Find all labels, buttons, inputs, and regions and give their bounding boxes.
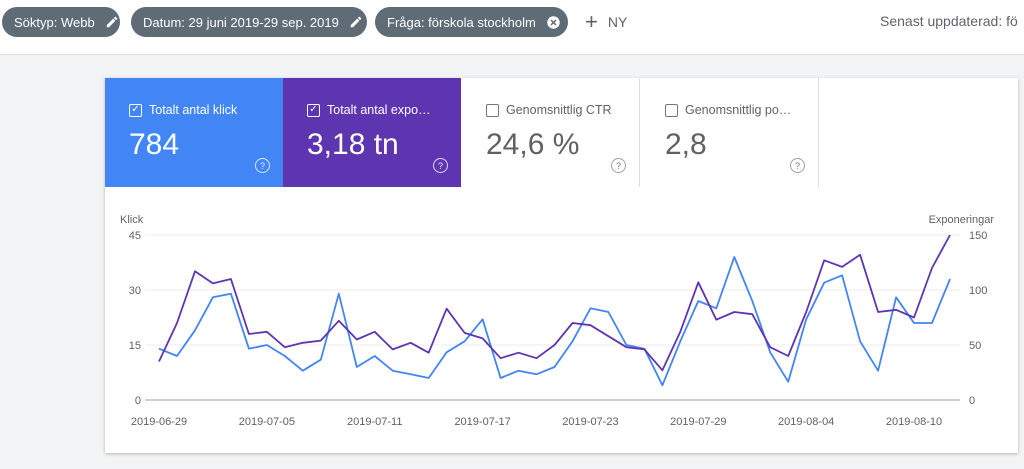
- help-icon[interactable]: ?: [255, 158, 270, 173]
- checkbox-unchecked-icon[interactable]: [486, 103, 499, 117]
- metric-label: Totalt antal expo…: [327, 103, 431, 117]
- y-right-tick-label: 150: [969, 230, 987, 242]
- x-tick-label: 2019-06-29: [131, 416, 187, 428]
- y-right-tick-label: 100: [969, 285, 987, 297]
- metric-label-row: Genomsnittlig CTR: [486, 103, 612, 117]
- metric-total-clicks[interactable]: ✓ Totalt antal klick 784 ?: [105, 78, 283, 187]
- filter-chip-label: Söktyp: Webb: [14, 14, 95, 30]
- clicks-series-line: [158, 256, 951, 387]
- metric-value: 2,8: [665, 128, 707, 161]
- checkbox-checked-icon[interactable]: ✓: [307, 103, 320, 117]
- add-filter-label: NY: [607, 14, 628, 30]
- metric-label-row: ✓ Totalt antal expo…: [307, 103, 431, 117]
- performance-chart: Klick Exponeringar 0 0 15 50 30 100 45 150 2019-…: [120, 214, 995, 428]
- metric-label-row: ✓ Totalt antal klick: [129, 103, 237, 117]
- y-right-axis-label: Exponeringar: [929, 214, 995, 226]
- close-icon[interactable]: [546, 15, 561, 30]
- performance-card: ✓ Totalt antal klick 784 ? ✓ Totalt anta…: [105, 78, 1018, 453]
- x-tick-label: 2019-08-04: [778, 416, 834, 428]
- impressions-series-line: [158, 234, 951, 372]
- help-icon[interactable]: ?: [433, 158, 448, 173]
- metric-value: 3,18 tn: [307, 128, 399, 161]
- chart-series: [158, 234, 951, 387]
- filter-chip-query[interactable]: Fråga: förskola stockholm: [375, 7, 568, 37]
- metric-average-ctr[interactable]: Genomsnittlig CTR 24,6 % ?: [462, 78, 640, 187]
- filter-chip-search-type[interactable]: Söktyp: Webb: [2, 7, 120, 37]
- chart-gridlines: [145, 234, 960, 401]
- help-icon[interactable]: ?: [611, 158, 626, 173]
- x-tick-label: 2019-07-05: [239, 416, 295, 428]
- metric-value: 784: [129, 128, 180, 161]
- plus-icon: +: [585, 9, 598, 34]
- help-icon[interactable]: ?: [790, 158, 805, 173]
- x-tick-label: 2019-07-29: [670, 416, 726, 428]
- x-tick-label: 2019-07-11: [347, 416, 402, 428]
- last-updated-text: Senast uppdaterad: fö: [880, 13, 1018, 29]
- metric-label: Totalt antal klick: [149, 103, 238, 117]
- metric-total-impressions[interactable]: ✓ Totalt antal expo… 3,18 tn ?: [283, 78, 461, 187]
- filter-chip-date[interactable]: Datum: 29 juni 2019-29 sep. 2019: [131, 7, 367, 37]
- edit-icon[interactable]: [349, 15, 363, 29]
- filter-chip-label: Fråga: förskola stockholm: [387, 14, 536, 30]
- filter-bar: Söktyp: Webb Datum: 29 juni 2019-29 sep.…: [0, 0, 1024, 55]
- y-left-tick-label: 15: [129, 340, 141, 352]
- metric-label-row: Genomsnittlig po…: [665, 103, 791, 117]
- metric-label: Genomsnittlig po…: [685, 103, 792, 117]
- checkbox-unchecked-icon[interactable]: [665, 103, 678, 117]
- chart-ticks: 0 0 15 50 30 100 45 150 2019-06-29 2019-07-05 2019…: [129, 230, 988, 428]
- metric-label: Genomsnittlig CTR: [506, 103, 612, 117]
- x-tick-label: 2019-07-23: [562, 416, 618, 428]
- y-right-tick-label: 0: [969, 395, 975, 407]
- y-left-tick-label: 30: [129, 285, 141, 297]
- checkbox-checked-icon[interactable]: ✓: [129, 103, 142, 117]
- y-left-axis-label: Klick: [120, 214, 144, 226]
- y-left-tick-label: 45: [129, 230, 141, 242]
- add-filter-button[interactable]: + NY: [585, 8, 627, 36]
- metric-value: 24,6 %: [486, 128, 580, 161]
- y-right-tick-label: 50: [969, 340, 981, 352]
- edit-icon[interactable]: [105, 15, 119, 29]
- y-left-tick-label: 0: [135, 395, 141, 407]
- metric-average-position[interactable]: Genomsnittlig po… 2,8 ?: [641, 78, 819, 187]
- filter-chip-label: Datum: 29 juni 2019-29 sep. 2019: [143, 14, 339, 30]
- x-tick-label: 2019-08-10: [886, 416, 942, 428]
- x-tick-label: 2019-07-17: [454, 416, 510, 428]
